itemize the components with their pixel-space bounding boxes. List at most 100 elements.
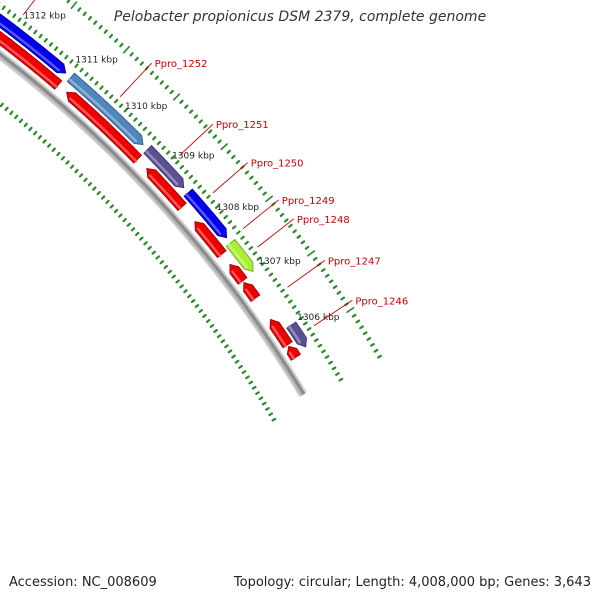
outer-track-tick [128, 112, 133, 118]
outer-track-tick [175, 160, 180, 165]
inner-track-tick [51, 147, 56, 152]
forward-cds-feature[interactable] [0, 4, 63, 90]
outer-track-tick [284, 294, 289, 299]
ruler-minor-tick [262, 191, 267, 196]
inner-track-tick [205, 318, 211, 323]
ruler-minor-tick [283, 218, 289, 223]
outer-track-tick [206, 194, 211, 199]
outer-track-tick [84, 72, 89, 77]
outer-track-tick [184, 169, 189, 175]
ruler-minor-tick [304, 245, 310, 250]
inner-track-tick [234, 359, 240, 364]
ruler-minor-tick [93, 20, 98, 25]
inner-track-tick [23, 122, 28, 128]
outer-track-tick [133, 117, 138, 122]
outer-track-tick [12, 13, 17, 19]
inner-track-tick [0, 102, 4, 108]
ruler-major-tick [123, 45, 130, 54]
outer-track-tick [335, 372, 340, 376]
inner-track-tick [143, 241, 148, 246]
inner-track-tick [155, 255, 160, 260]
forward-cds-feature[interactable] [194, 221, 227, 259]
ruler-minor-tick [235, 160, 241, 165]
inner-track-tick [268, 412, 274, 417]
outer-track-tick [114, 98, 119, 104]
inner-track-tick [151, 250, 156, 255]
outer-track-tick [260, 261, 266, 266]
gene-label[interactable]: Ppro_1247 [328, 256, 381, 267]
outer-track-tick [256, 256, 262, 261]
forward-cds-feature[interactable] [146, 168, 187, 212]
outer-track-tick [170, 155, 175, 160]
inner-track-tick [213, 329, 218, 334]
reverse-cds-feature[interactable] [66, 72, 144, 146]
inner-track-tick [56, 151, 61, 157]
inner-track-tick [241, 370, 247, 375]
outer-track-tick [48, 42, 54, 47]
ruler-minor-tick [320, 268, 326, 273]
ruler-tick-label: 1306 kbp [297, 313, 340, 323]
reverse-cds-feature[interactable] [225, 238, 254, 273]
outer-track-tick [219, 209, 224, 215]
reverse-cds-feature[interactable] [143, 144, 185, 189]
inner-track-tick [28, 126, 33, 132]
outer-track-tick [6, 9, 11, 15]
inner-track-tick [78, 173, 84, 178]
forward-cds-feature[interactable] [243, 281, 261, 302]
outer-track-tick [156, 140, 162, 146]
ruler-minor-tick [184, 104, 189, 109]
forward-cds-feature[interactable] [66, 91, 143, 164]
outer-track-tick [227, 220, 233, 225]
gene-label[interactable]: Ppro_1249 [282, 196, 335, 207]
gene-label[interactable]: Ppro_1246 [355, 296, 408, 307]
gene-label-leader [287, 260, 326, 288]
ruler-minor-tick [179, 99, 184, 104]
inner-track-tick [147, 245, 152, 251]
inner-track-tick [109, 204, 114, 209]
gene-label[interactable]: Ppro_1251 [216, 120, 269, 131]
outer-track-tick [280, 288, 285, 293]
gene-label[interactable]: Ppro_1252 [155, 59, 208, 70]
inner-track-tick [245, 375, 250, 380]
ruler-minor-tick [340, 296, 346, 301]
inner-track-tick [224, 344, 229, 349]
inner-track-tick [83, 177, 88, 182]
inner-track-tick [122, 217, 127, 223]
reverse-cds-feature[interactable] [286, 321, 307, 348]
inner-track-tick [248, 380, 254, 385]
outer-track-tick [306, 327, 312, 331]
label-layer: Ppro_1246 Ppro_1247 Ppro_1248 Ppro_1249 Ppro… [22, 0, 408, 327]
outer-track-tick [223, 215, 228, 220]
genome-info-label: Topology: circular; Length: 4,008,000 bp… [233, 575, 591, 590]
inner-track-tick [198, 308, 204, 313]
forward-cds-feature[interactable] [229, 263, 248, 285]
outer-track-tick [74, 63, 79, 68]
forward-cds-feature[interactable] [269, 318, 293, 349]
forward-cds-feature[interactable] [286, 345, 302, 361]
inner-track-tick [190, 299, 196, 304]
ruler-minor-tick [351, 313, 357, 318]
ruler-minor-tick [154, 75, 159, 80]
ruler-minor-tick [332, 285, 338, 290]
outer-track-tick [272, 277, 278, 282]
outer-track-tick [165, 150, 171, 155]
map-title: Pelobacter propionicus DSM 2379, complet… [113, 9, 487, 25]
outer-track-tick [313, 338, 319, 343]
inner-track-tick [265, 407, 270, 411]
gene-label[interactable]: Ppro_1250 [251, 159, 304, 170]
reverse-cds-feature[interactable] [183, 188, 228, 239]
inner-track-tick [216, 334, 222, 339]
reverse-cds-feature[interactable] [0, 0, 67, 74]
inner-track-tick [135, 231, 140, 237]
ruler-minor-tick [324, 273, 330, 278]
ruler-minor-tick [226, 149, 231, 154]
outer-track-tick [240, 235, 245, 240]
outer-track-tick [287, 299, 293, 304]
gene-label-leader [257, 218, 295, 248]
inner-track-tick [187, 294, 192, 299]
gene-label[interactable]: Ppro_1248 [297, 215, 350, 226]
inner-track-tick [100, 195, 106, 200]
inner-track-tick [167, 269, 173, 274]
